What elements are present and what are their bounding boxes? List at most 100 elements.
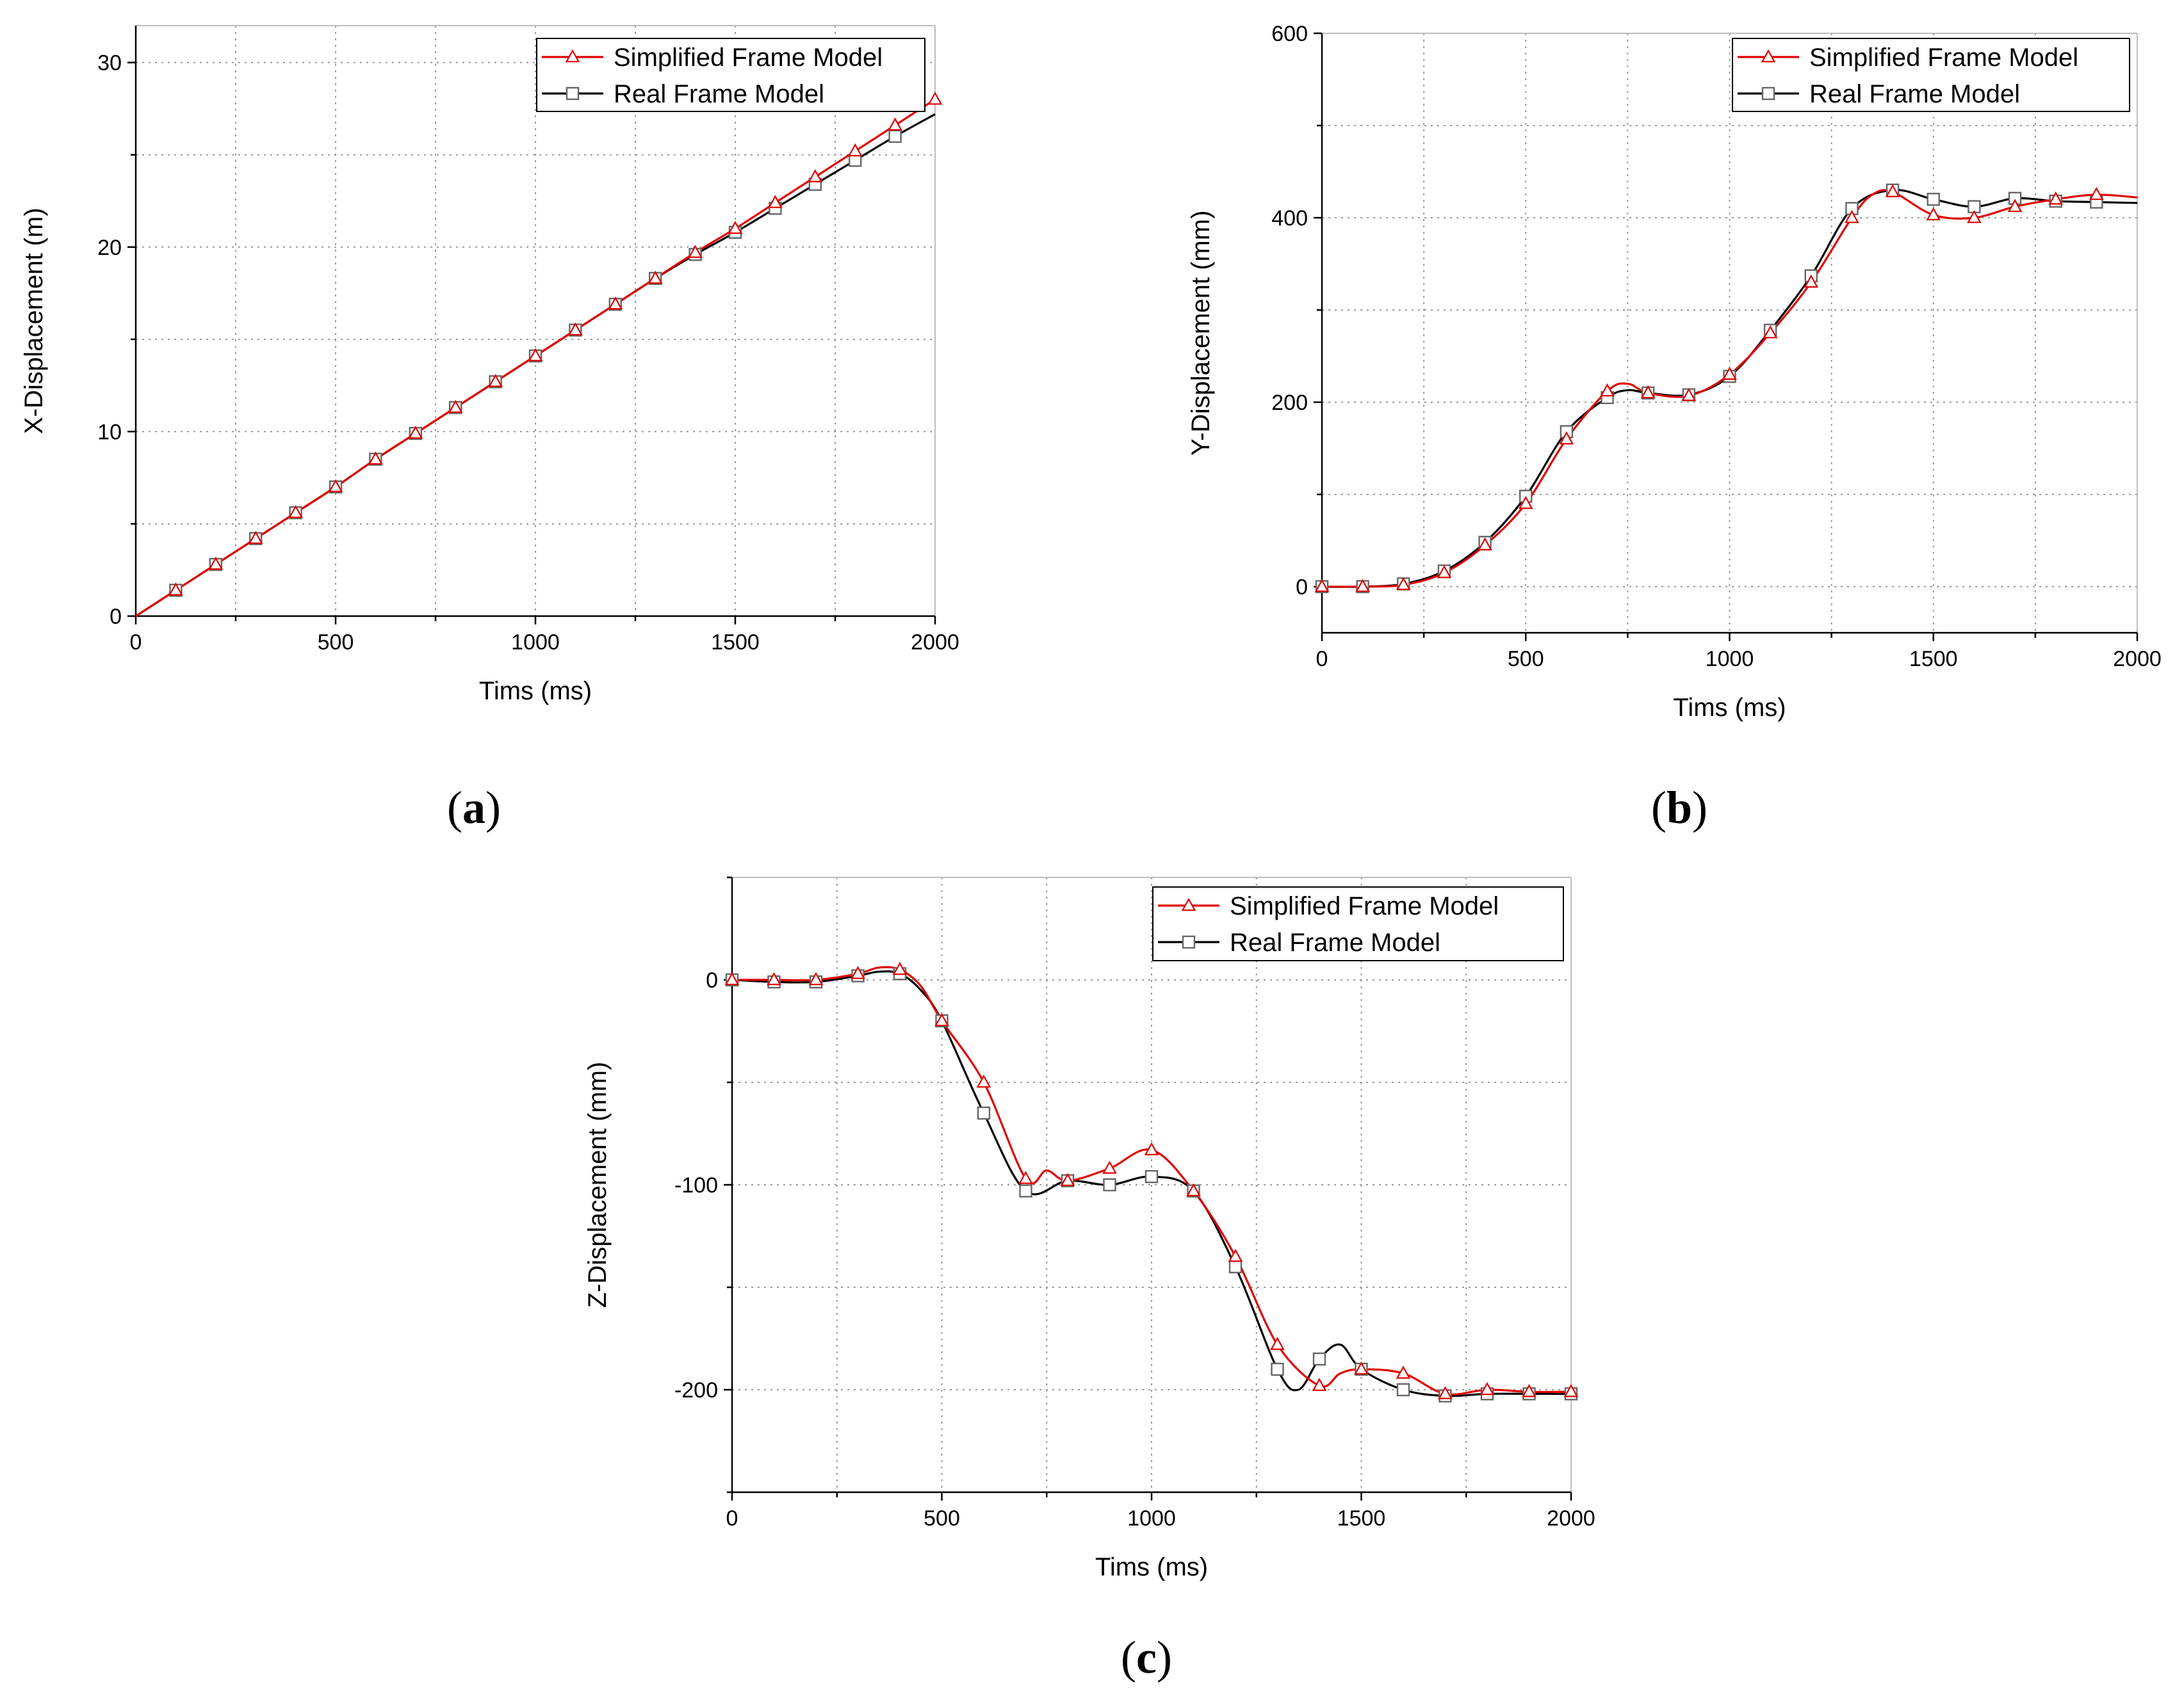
y-tick-label: 400 — [1271, 206, 1308, 231]
data-point-real — [1019, 1184, 1032, 1198]
data-point-simplified — [1396, 576, 1411, 590]
x-tick-label: 0 — [130, 630, 142, 655]
x-tick-label: 1000 — [1127, 1506, 1176, 1531]
x-tick-label: 1000 — [1706, 647, 1754, 671]
legend-entry: Simplified Frame Model — [614, 44, 883, 72]
legend-marker — [1182, 935, 1196, 949]
x-tick-label: 2000 — [2113, 647, 2162, 671]
x-tick-label: 500 — [924, 1506, 960, 1531]
chart-panel-b: 0 500 1000 1500 2000 0 200 400 600 Tims (ms) Y-Dis… — [1187, 22, 2162, 833]
y-tick-label: 0 — [1296, 575, 1308, 599]
data-point-simplified — [1600, 383, 1615, 397]
data-point-simplified — [927, 92, 943, 105]
data-point-simplified — [448, 400, 463, 413]
data-point-simplified — [1396, 1365, 1411, 1379]
data-point-simplified — [1681, 387, 1697, 402]
data-point-simplified — [976, 1074, 991, 1088]
data-point-simplified — [892, 961, 908, 975]
y-tick-label: 20 — [97, 236, 122, 260]
legend-box — [1152, 886, 1564, 961]
data-point-simplified — [1312, 1378, 1327, 1391]
legend-marker — [565, 49, 580, 63]
data-point-simplified — [1559, 431, 1574, 444]
data-point-simplified — [568, 322, 583, 336]
y-tick-label: 200 — [1271, 391, 1308, 415]
data-point-simplified — [1437, 565, 1452, 578]
panel-caption: (a) — [447, 782, 501, 833]
legend-marker — [1181, 897, 1196, 911]
data-point-simplified — [2007, 199, 2023, 213]
y-tick-label: -200 — [674, 1378, 718, 1403]
y-axis-label: Y-Displacement (mm) — [1187, 210, 1215, 455]
data-point-simplified — [1102, 1160, 1117, 1174]
data-point-real — [888, 129, 902, 143]
data-point-simplified — [1478, 537, 1492, 551]
data-point-simplified — [168, 582, 183, 596]
data-point-real — [1312, 1352, 1326, 1366]
data-point-simplified — [728, 220, 743, 234]
x-axis-label: Tims (ms) — [1673, 694, 1786, 722]
data-point-real — [1271, 1362, 1284, 1376]
data-point-simplified — [1060, 1173, 1075, 1186]
data-point-simplified — [2048, 191, 2064, 205]
y-axis-label: X-Displacement (m) — [20, 208, 48, 434]
legend-marker — [1761, 49, 1776, 63]
data-point-simplified — [1354, 1361, 1369, 1375]
chart-panel-a: 0 500 1000 1500 2000 0 10 20 30 Tims (ms) X-Displa… — [20, 25, 959, 833]
data-point-simplified — [648, 270, 663, 284]
legend-entry: Real Frame Model — [1230, 929, 1440, 957]
data-point-simplified — [688, 245, 703, 258]
data-point-simplified — [1522, 1384, 1536, 1397]
x-tick-label: 1500 — [711, 630, 760, 655]
data-point-simplified — [1722, 366, 1737, 380]
data-point-simplified — [1845, 209, 1859, 224]
legend-box — [1732, 38, 2130, 112]
data-point-simplified — [1270, 1337, 1285, 1350]
x-tick-label: 2000 — [911, 630, 959, 655]
data-point-simplified — [1763, 325, 1778, 339]
data-point-simplified — [1926, 207, 1941, 220]
data-point-simplified — [248, 530, 263, 544]
chart-panel-c: 0 500 1000 1500 2000 -200 -100 0 Tims (ms) Z-Disp… — [583, 876, 1595, 1683]
legend-marker — [566, 86, 580, 101]
data-point-simplified — [808, 169, 823, 183]
data-point-simplified — [1518, 496, 1533, 509]
legend-entry: Real Frame Model — [1809, 80, 2020, 108]
y-axis-label: Z-Displacement (mm) — [583, 1062, 612, 1308]
data-point-simplified — [208, 557, 224, 570]
y-tick-label: 30 — [97, 51, 122, 76]
data-point-real — [977, 1106, 991, 1120]
data-point-real — [1103, 1178, 1116, 1192]
data-point-simplified — [768, 195, 783, 208]
x-axis-label: Tims (ms) — [479, 677, 592, 705]
data-point-simplified — [1438, 1386, 1453, 1399]
data-point-simplified — [724, 972, 740, 986]
data-point-simplified — [808, 972, 824, 986]
x-tick-label: 500 — [318, 630, 354, 655]
data-point-real — [1228, 1260, 1243, 1274]
x-tick-label: 500 — [1508, 647, 1544, 671]
y-tick-label: -100 — [674, 1173, 718, 1198]
legend-entry: Simplified Frame Model — [1230, 892, 1499, 920]
data-point-simplified — [1479, 1381, 1495, 1396]
y-tick-label: 0 — [110, 605, 122, 629]
data-point-simplified — [888, 117, 902, 131]
data-point-simplified — [934, 1013, 949, 1027]
series-line-real — [1321, 188, 2138, 588]
data-point-simplified — [847, 143, 863, 157]
data-point-simplified — [2089, 186, 2104, 200]
y-tick-label: 10 — [97, 420, 122, 444]
data-point-simplified — [328, 479, 343, 492]
data-point-simplified — [1640, 385, 1656, 398]
x-tick-label: 2000 — [1547, 1506, 1595, 1531]
x-tick-label: 1500 — [1909, 647, 1958, 671]
x-axis-label: Tims (ms) — [1095, 1553, 1208, 1581]
data-point-real — [1927, 193, 1940, 206]
data-point-simplified — [1355, 578, 1370, 592]
data-point-simplified — [1018, 1171, 1033, 1184]
panel-caption: (b) — [1651, 782, 1707, 833]
x-tick-label: 0 — [1316, 647, 1328, 671]
data-point-simplified — [1144, 1142, 1159, 1155]
data-point-simplified — [1314, 578, 1330, 592]
